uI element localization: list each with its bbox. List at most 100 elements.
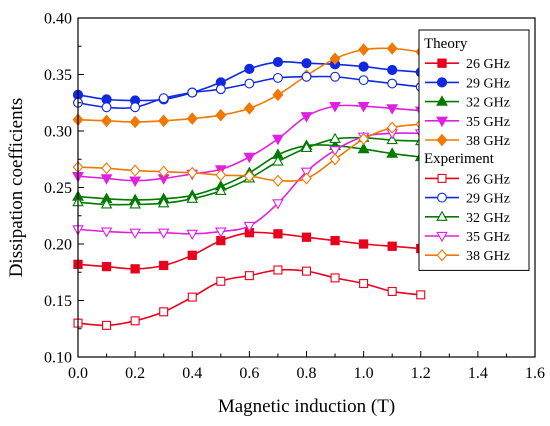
legend: Theory 26 GHz 29 GHz 32 GHz 35 GHz 38 GHz Expe… [418, 29, 530, 271]
x-tick-label: 0.0 [68, 365, 88, 382]
data-point [100, 198, 113, 209]
data-point [244, 170, 255, 183]
legend-label: 29 GHz [466, 76, 510, 91]
data-point [129, 115, 141, 129]
y-tick-label: 0.40 [44, 11, 72, 28]
legend-marker [436, 210, 448, 221]
data-point [272, 72, 283, 83]
data-point [158, 165, 170, 178]
data-point [157, 197, 170, 208]
data-point [387, 241, 397, 251]
data-point [130, 264, 140, 274]
data-point [186, 112, 198, 125]
data-point [300, 112, 313, 123]
data-point [301, 232, 312, 242]
data-point [386, 147, 399, 158]
data-point [244, 78, 255, 89]
legend-item: 35 GHz [425, 115, 510, 130]
series-theory-38-ghz [72, 42, 427, 129]
series-experiment-35-ghz [72, 129, 427, 241]
data-point [359, 279, 369, 289]
data-point [215, 227, 227, 238]
data-point [100, 227, 113, 238]
data-point [130, 102, 141, 113]
x-axis: 0.0 0.2 0.4 0.6 0.8 1.0 1.2 1.4 1.6 [68, 351, 545, 382]
data-point [186, 166, 198, 179]
legend-marker [437, 58, 447, 68]
data-point [216, 276, 226, 286]
legend-group-title: Theory [424, 36, 468, 52]
data-point [129, 164, 141, 177]
x-tick-label: 1.6 [525, 365, 545, 382]
legend-marker [436, 133, 448, 147]
legend-box [418, 29, 530, 271]
legend-item: 32 GHz [425, 210, 510, 226]
data-point [273, 265, 283, 275]
data-point [301, 266, 312, 276]
data-point [301, 71, 312, 82]
data-point [329, 153, 341, 166]
data-point [215, 168, 227, 182]
data-point [272, 174, 284, 187]
data-point [358, 239, 369, 249]
y-tick-label: 0.30 [44, 124, 72, 141]
data-point [273, 229, 283, 239]
data-point [244, 271, 254, 281]
data-point [358, 132, 369, 146]
y-tick-label: 0.25 [44, 180, 72, 197]
data-point [330, 71, 341, 82]
legend-label: 32 GHz [466, 211, 510, 226]
x-tick-label: 0.8 [297, 365, 317, 382]
data-point [329, 101, 341, 113]
legend-label: 26 GHz [466, 172, 510, 187]
data-point [158, 114, 170, 128]
data-point [387, 286, 397, 296]
data-point [329, 132, 341, 143]
data-point [186, 229, 199, 241]
data-point [243, 221, 256, 233]
data-point [187, 87, 198, 98]
data-point [129, 176, 142, 188]
legend-item: 26 GHz [425, 172, 510, 187]
data-point [386, 42, 398, 55]
x-tick-label: 1.4 [468, 365, 488, 382]
data-point [158, 93, 169, 104]
legend-marker [436, 116, 448, 128]
x-tick-label: 1.2 [411, 365, 431, 382]
data-point [301, 172, 312, 185]
legend-marker [437, 192, 447, 203]
data-point [100, 174, 113, 185]
legend-item: 26 GHz [425, 57, 510, 72]
data-point [358, 75, 369, 86]
data-point [301, 58, 312, 69]
data-point [243, 152, 256, 164]
y-tick-label: 0.15 [44, 293, 72, 310]
data-point [102, 320, 112, 330]
data-point [387, 64, 398, 76]
data-point [357, 142, 370, 154]
legend-marker [436, 249, 448, 262]
legend-label: 35 GHz [466, 230, 510, 245]
data-point [130, 316, 140, 326]
data-point [272, 88, 284, 102]
x-tick-label: 1.0 [354, 365, 374, 382]
x-axis-title: Magnetic induction (T) [218, 396, 395, 417]
data-point [159, 260, 169, 271]
series-experiment-38-ghz [72, 118, 427, 187]
data-point [272, 199, 284, 210]
data-point [244, 63, 255, 74]
data-point [358, 43, 370, 56]
data-point [358, 61, 369, 72]
legend-marker [437, 173, 447, 183]
data-point [101, 114, 113, 128]
data-point [272, 56, 284, 68]
data-point [386, 121, 398, 134]
legend-marker [436, 77, 448, 88]
legend-item: 38 GHz [425, 249, 510, 264]
y-tick-label: 0.35 [44, 67, 72, 84]
legend-label: 38 GHz [466, 249, 510, 264]
legend-item: 35 GHz [425, 230, 510, 245]
data-point [387, 78, 398, 89]
legend-label: 35 GHz [466, 115, 510, 130]
